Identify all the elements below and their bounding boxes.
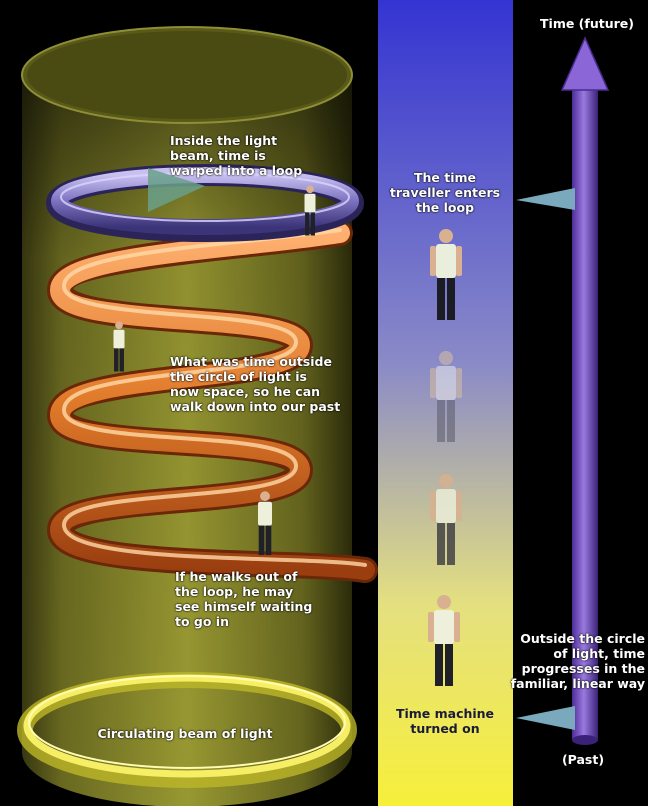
past-label: (Past) [561,752,605,767]
traveller-enters-label: The time traveller enters the loop [389,170,501,215]
machine-on-pointer-icon [516,706,575,730]
circulating-beam-ring [17,672,357,788]
loop-direction-arrow-icon [148,168,205,212]
time-loop-ring [46,164,364,242]
loop-figure-lower [258,491,272,555]
traveller-figure-start [428,595,460,686]
loop-figure-middle [113,321,125,372]
circulating-beam-label: Circulating beam of light [97,726,273,741]
traveller-figure-large [430,229,462,320]
time-future-label: Time (future) [540,16,634,31]
inside-beam-label: Inside the light beam, time is warped in… [170,133,303,178]
traveller-figure-waiting [430,474,462,565]
outside-linear-label: Outside the circle of light, time progre… [510,631,645,691]
future-arrowhead-icon [560,36,610,91]
loop-entry-pointer-icon [516,188,575,210]
time-machine-on-label: Time machine turned on [395,706,495,736]
time-axis-arrow [560,36,610,745]
loop-figure-top [304,185,316,236]
outside-circle-label: What was time outside the circle of ligh… [170,354,341,414]
walks-out-label: If he walks out of the loop, he may see … [175,569,313,629]
traveller-figure-faded [430,351,462,442]
time-helix [46,220,378,583]
